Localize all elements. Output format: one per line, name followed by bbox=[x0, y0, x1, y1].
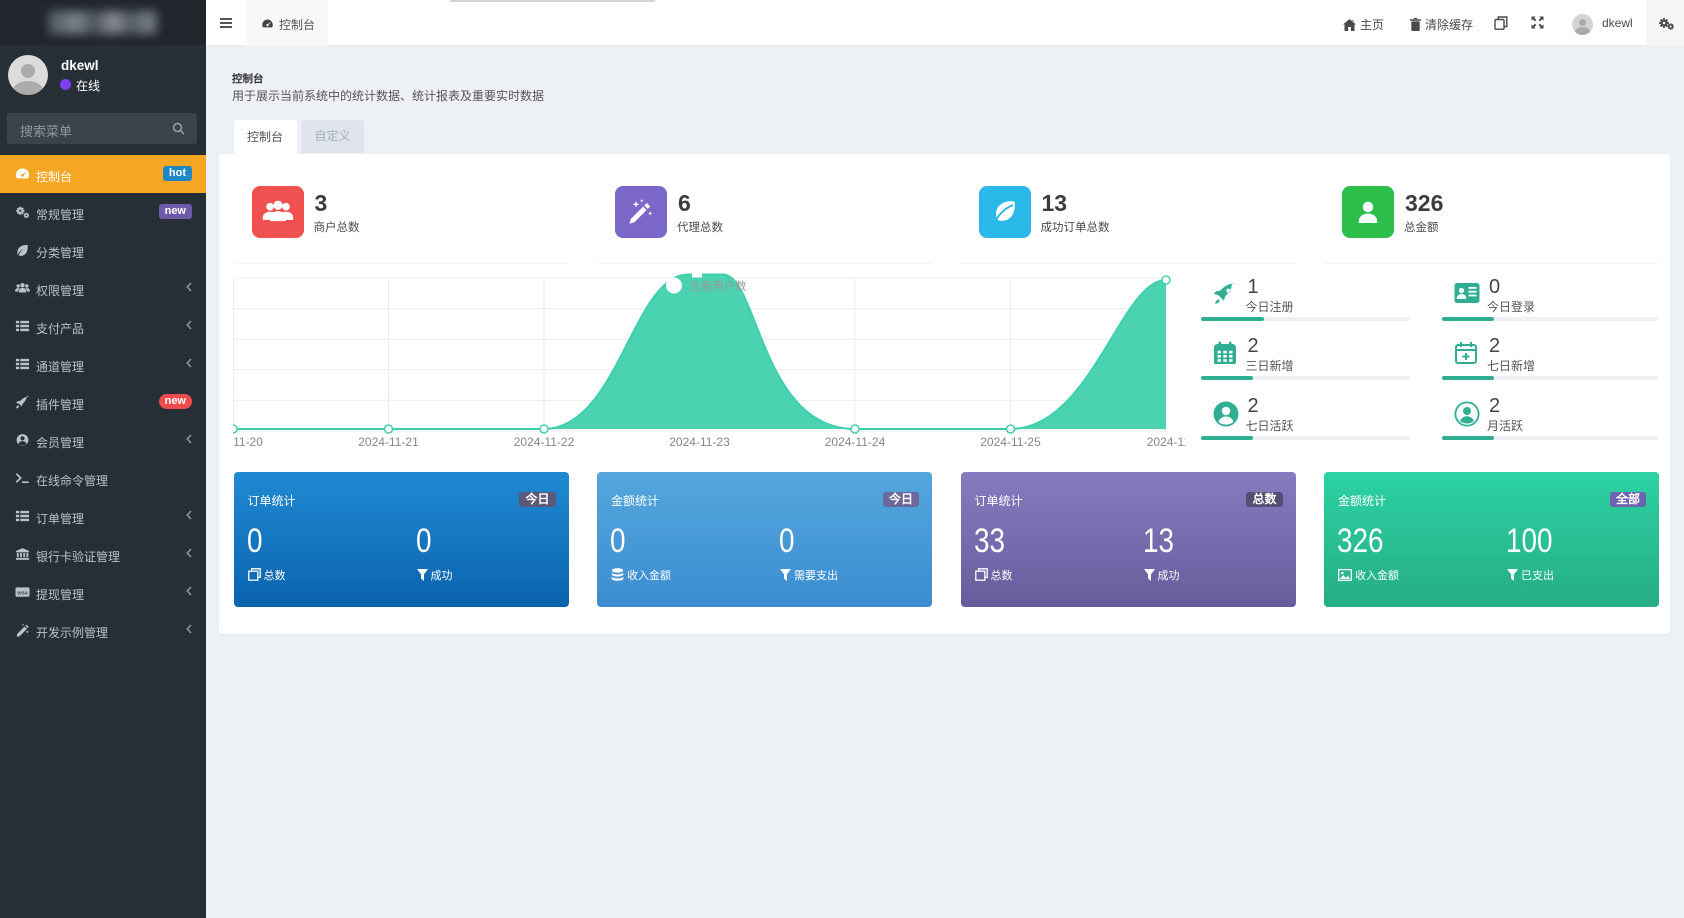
svg-text:2024-11-26: 2024-11-26 bbox=[1147, 435, 1185, 449]
svg-text:2024-11-24: 2024-11-24 bbox=[825, 435, 886, 449]
svg-text:VISA: VISA bbox=[17, 590, 29, 595]
svg-text:2024-11-22: 2024-11-22 bbox=[514, 435, 575, 449]
svg-text:2024-11-23: 2024-11-23 bbox=[669, 435, 730, 449]
svg-text:2024-11-21: 2024-11-21 bbox=[358, 435, 419, 449]
svg-text:注册用户数: 注册用户数 bbox=[689, 279, 747, 293]
svg-text:11-20: 11-20 bbox=[233, 435, 263, 449]
svg-text:2024-11-25: 2024-11-25 bbox=[980, 435, 1041, 449]
